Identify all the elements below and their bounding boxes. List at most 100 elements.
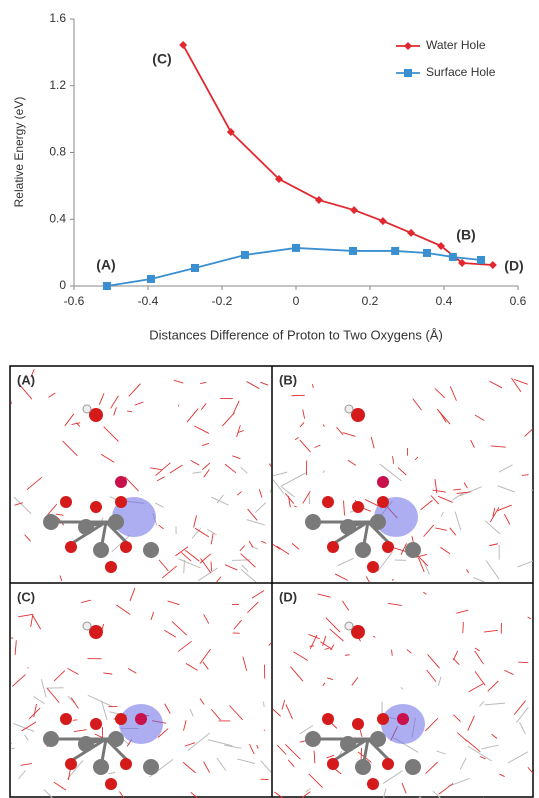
bond — [434, 478, 438, 494]
bond — [463, 482, 468, 489]
point-marker — [378, 217, 387, 226]
bond — [161, 565, 177, 579]
bond — [424, 717, 439, 732]
bond — [377, 551, 393, 572]
bond — [200, 402, 207, 410]
bond — [183, 559, 185, 574]
bond — [456, 491, 471, 494]
bond — [299, 724, 314, 735]
bond — [299, 439, 311, 453]
bond — [33, 703, 37, 718]
bond — [280, 472, 306, 487]
point-marker — [404, 42, 412, 50]
bond — [503, 514, 511, 525]
point-marker — [179, 41, 188, 50]
bond — [75, 422, 81, 427]
atom — [82, 621, 92, 631]
bond — [309, 634, 318, 650]
bond — [454, 511, 462, 531]
bond — [430, 495, 439, 505]
atom — [89, 625, 103, 639]
bond — [365, 576, 370, 582]
atom — [382, 758, 394, 770]
atom — [305, 731, 321, 747]
bond — [483, 629, 498, 633]
point-marker — [477, 255, 485, 264]
bond — [128, 383, 141, 397]
bond — [434, 388, 446, 399]
bond — [459, 757, 467, 770]
bond — [400, 543, 407, 555]
bond — [423, 591, 427, 595]
bond — [322, 470, 325, 474]
bond — [100, 453, 115, 463]
bond — [489, 543, 499, 547]
bond — [420, 499, 433, 511]
bond — [103, 426, 119, 442]
bond — [242, 656, 248, 671]
bond — [343, 500, 345, 516]
atom — [65, 758, 77, 770]
bond — [199, 648, 211, 664]
bond — [379, 463, 402, 482]
bond — [326, 754, 335, 759]
bond — [158, 524, 164, 530]
bond — [108, 771, 116, 775]
bond — [70, 697, 79, 709]
bond — [129, 587, 136, 602]
bond — [326, 677, 334, 681]
bond — [382, 770, 403, 784]
bond — [308, 633, 320, 640]
bond — [470, 439, 475, 448]
bond — [387, 602, 402, 606]
bond — [116, 604, 131, 615]
atom — [340, 519, 356, 535]
atom — [90, 718, 102, 730]
bond — [527, 616, 532, 620]
bond — [202, 661, 209, 670]
bond — [40, 679, 47, 698]
bond — [178, 558, 201, 569]
bond — [485, 560, 500, 580]
point-marker — [404, 69, 412, 77]
bond — [416, 553, 427, 558]
bond — [449, 386, 457, 401]
bond — [383, 788, 387, 798]
bond — [499, 773, 505, 777]
point-marker — [240, 250, 249, 259]
bond — [285, 744, 301, 760]
bond — [302, 409, 306, 419]
bond — [288, 496, 291, 508]
bond — [392, 456, 395, 464]
bond — [246, 381, 260, 389]
bond — [274, 791, 284, 798]
bond — [59, 575, 63, 582]
bond — [238, 430, 244, 433]
bond — [183, 720, 187, 731]
scene — [11, 587, 271, 798]
bond — [201, 442, 209, 447]
bond — [412, 398, 422, 411]
y-tick-label: 0.8 — [49, 145, 66, 159]
bond — [248, 540, 254, 548]
x-tick-label: -0.2 — [212, 294, 233, 308]
bond — [232, 400, 240, 414]
bond — [342, 432, 356, 437]
atom — [65, 541, 77, 553]
bond — [459, 486, 482, 497]
bond — [397, 467, 407, 476]
bond — [24, 734, 29, 741]
atom — [351, 408, 365, 422]
bond — [487, 680, 499, 692]
bond — [317, 593, 331, 598]
y-axis-label: Relative Energy (eV) — [12, 97, 26, 208]
bond — [524, 427, 533, 437]
atom — [322, 713, 334, 725]
x-axis-label: Distances Difference of Proton to Two Ox… — [149, 327, 443, 342]
scene — [11, 369, 271, 582]
bond — [312, 384, 314, 388]
bond — [216, 576, 222, 582]
annotation: (B) — [456, 227, 475, 243]
atom — [352, 501, 364, 513]
bond — [222, 412, 235, 427]
